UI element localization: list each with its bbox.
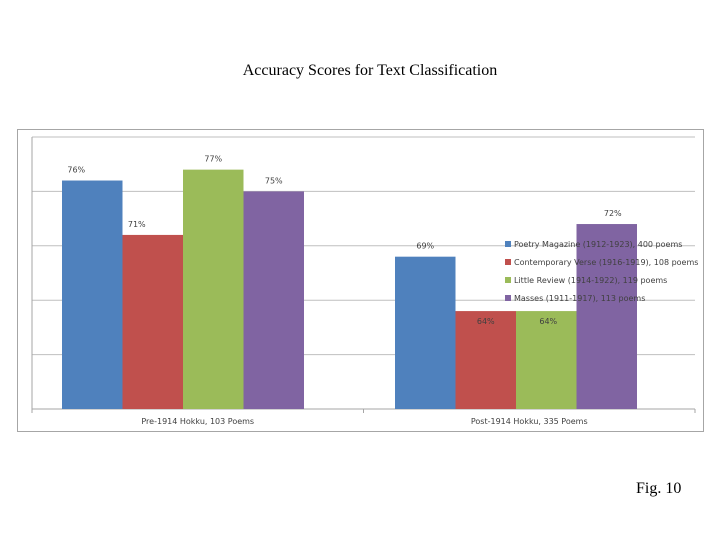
legend-swatch xyxy=(505,259,511,265)
legend-label: Contemporary Verse (1916-1919), 108 poem… xyxy=(514,258,698,267)
data-label: 64% xyxy=(539,317,557,326)
data-label: 69% xyxy=(416,242,434,251)
page-title: Accuracy Scores for Text Classification xyxy=(242,62,498,79)
legend-swatch xyxy=(505,241,511,247)
bar xyxy=(516,311,577,409)
data-label: 76% xyxy=(67,166,85,175)
bar xyxy=(62,180,123,409)
data-label: 77% xyxy=(204,155,222,164)
bar-chart: 76% 69% 71% 64% 77% 64% 75% 72% Pre-1914 Hokku, … xyxy=(31,136,698,426)
legend-label: Poetry Magazine (1912-1923), 400 poems xyxy=(514,240,682,249)
legend-swatch xyxy=(505,295,511,301)
data-label: 71% xyxy=(128,220,146,229)
x-tick-label: Pre-1914 Hokku, 103 Poems xyxy=(141,417,254,426)
figure-label: Fig. 10 xyxy=(636,480,682,497)
legend-swatch xyxy=(505,277,511,283)
bar xyxy=(243,191,304,409)
bar xyxy=(455,311,516,409)
legend-label: Masses (1911-1917), 113 poems xyxy=(514,294,645,303)
data-label: 72% xyxy=(604,209,622,218)
bar xyxy=(576,224,637,409)
bar xyxy=(122,234,183,409)
data-label: 75% xyxy=(265,176,283,185)
data-label: 64% xyxy=(477,317,495,326)
legend-label: Little Review (1914-1922), 119 poems xyxy=(514,276,667,285)
x-tick-label: Post-1914 Hokku, 335 Poems xyxy=(471,417,588,426)
bar xyxy=(395,256,456,409)
chart-frame: 76% 69% 71% 64% 77% 64% 75% 72% Pre-1914 Hokku, … xyxy=(17,129,704,432)
bar xyxy=(183,169,244,409)
